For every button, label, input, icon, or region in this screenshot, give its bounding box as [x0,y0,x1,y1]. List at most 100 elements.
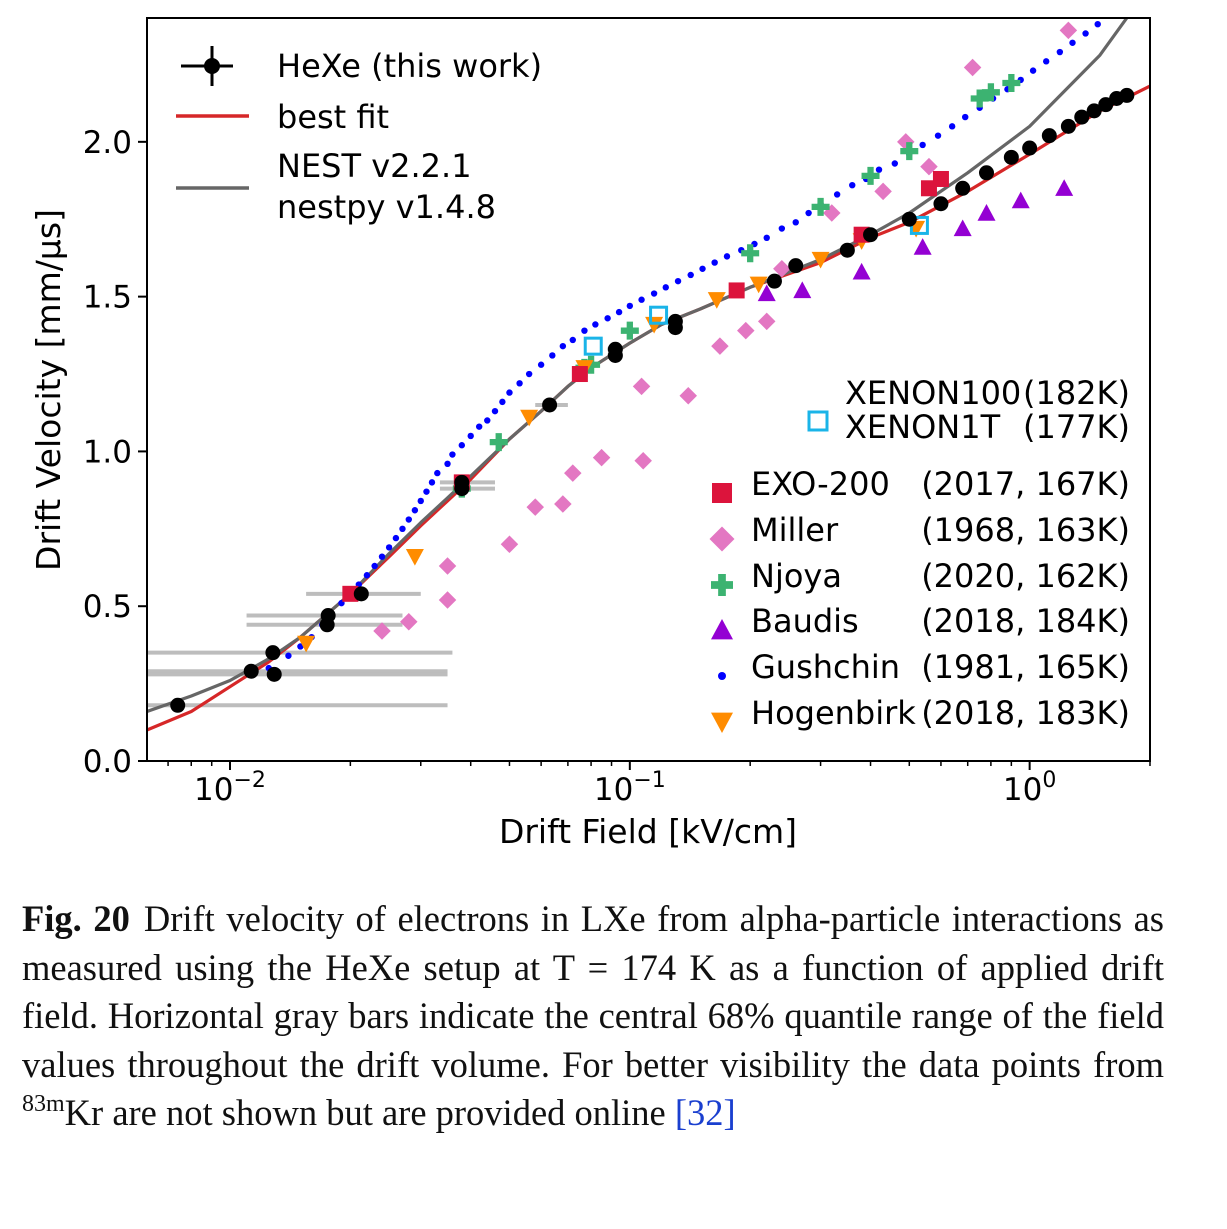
hexe-point [542,397,558,413]
hexe-point [1022,140,1038,156]
njoya-point [741,244,760,263]
legend-hexe-label: HeXe (this work) [277,47,542,85]
baudis-point [953,219,972,237]
figure: 0.0 0.5 1.0 1.5 2.0 10−2 10−1 100 Drift Field [… [29,17,1151,851]
legend-njoya-name: Njoya [751,557,842,595]
hogenbirk-point [707,292,726,309]
gushchin-point [919,141,926,149]
gushchin-point [569,336,576,344]
hexe-point [955,180,971,196]
gushchin-point [891,160,899,167]
miller-point [1059,21,1078,40]
gushchin-point [1069,39,1076,46]
gushchin-point [392,534,400,542]
gushchin-point [1056,48,1064,56]
njoya-point [489,433,508,452]
legend-gushchin-info: (1981, 165K) [921,648,1130,686]
hexe-point [933,196,949,212]
miller-point [634,451,652,470]
figure-caption: Fig. 20 Drift velocity of electrons in LX… [22,895,1164,1138]
y-tick-label: 0.0 [83,744,132,780]
caption-text-part1: Drift velocity of electrons in LXe from … [22,898,1165,1085]
hexe-point [1041,128,1057,144]
njoya-point [1002,74,1021,93]
baudis-point [793,281,812,299]
gushchin-point [1042,58,1050,65]
gushchin-point [491,407,499,415]
hexe-point [170,697,186,713]
gushchin-point [948,123,956,130]
legend-hogenbirk-info: (2018, 183K) [921,694,1130,732]
legend-miller-marker [709,526,735,552]
gushchin-point [467,432,474,440]
gushchin-point [581,327,588,334]
hexe-point [667,313,683,329]
hexe-point [901,211,917,227]
gushchin-point [626,302,634,310]
njoya-point [582,355,601,374]
gushchin-point [458,442,466,449]
legend-miller-name: Miller [751,511,839,549]
hexe-point [1086,103,1102,119]
gushchin-point [792,219,799,226]
x-axis-label: Drift Field [kV/cm] [499,812,797,851]
miller-point [526,498,544,516]
gushchin-point [763,234,770,242]
gushchin-point [833,191,841,198]
xenon-point [583,336,603,356]
miller-point [592,448,611,467]
gushchin-point [849,181,856,189]
hexe-point [1003,149,1019,165]
gushchin-point [549,352,556,359]
reference-link[interactable]: [32] [674,1092,736,1133]
legend-xenon100-info: (182K) [1023,374,1130,412]
hexe-point [320,607,336,623]
y-tick-label: 1.0 [83,434,132,470]
gushchin-point [525,370,533,378]
gushchin-point [1094,20,1101,28]
gushchin-point [699,265,706,272]
drift-velocity-chart: 0.0 0.5 1.0 1.5 2.0 10−2 10−1 100 Drift Field [… [29,17,1151,851]
legend-njoya-info: (2020, 162K) [921,557,1130,595]
legend-gushchin-marker [718,672,726,680]
gushchin-point [1029,67,1037,74]
gushchin-point [559,342,567,350]
legend-exo200-marker [712,483,732,503]
legend-baudis-marker [711,619,733,640]
hexe-point [788,258,804,274]
miller-point [963,58,982,77]
exo-point [571,366,588,383]
gushchin-point [428,479,436,486]
legends-layer: HeXe (this work) best fit NEST v2.2.1nestp… [176,46,1130,733]
gushchin-point [449,451,456,458]
gushchin-point [417,497,424,505]
legend-exo200-info: (2017, 167K) [921,465,1130,503]
hexe-point [979,165,995,181]
y-axis-label: Drift Velocity [mm/µs] [29,209,68,571]
hexe-point [863,227,879,243]
baudis-point [852,262,871,280]
miller-point [920,157,938,176]
legend-xenon1t-name: XENON1T [845,408,1001,446]
legend-hexe-marker [204,58,220,74]
miller-point [737,321,755,340]
baudis-point [757,284,776,302]
gushchin-point [371,562,378,570]
miller-point [564,464,582,482]
hogenbirk-point [405,549,424,566]
gushchin-point [875,166,883,173]
gushchin-point [604,315,611,322]
baudis-point [913,238,932,255]
hexe-point [839,242,855,258]
njoya-point [970,89,989,108]
miller-point [773,260,791,278]
njoya-point [981,83,1000,102]
miller-point [874,182,892,201]
gushchin-point [378,553,386,560]
miller-point [632,377,651,396]
njoya-point [900,142,919,161]
legend-xenon100-name: XENON100 [845,374,1021,412]
hogenbirk-point [749,276,768,294]
gushchin-point [444,460,451,467]
y-tick-label: 2.0 [83,125,132,161]
